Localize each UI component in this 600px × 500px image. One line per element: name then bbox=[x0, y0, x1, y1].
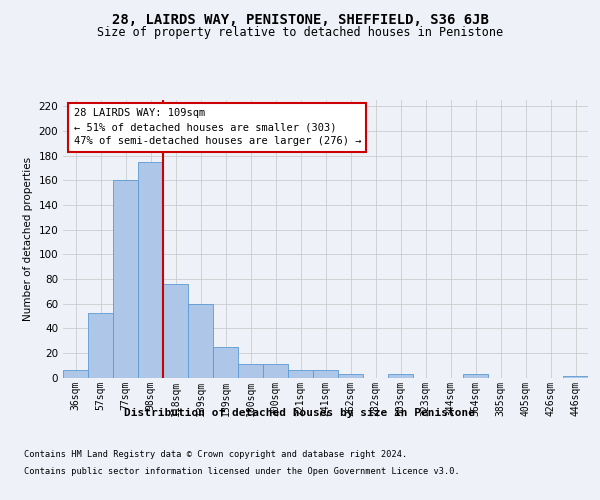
Text: Distribution of detached houses by size in Penistone: Distribution of detached houses by size … bbox=[125, 408, 476, 418]
Bar bbox=[263, 364, 288, 378]
Bar bbox=[63, 370, 88, 378]
Bar bbox=[88, 314, 113, 378]
Bar bbox=[313, 370, 338, 378]
Bar bbox=[113, 180, 138, 378]
Bar bbox=[338, 374, 363, 378]
Text: Size of property relative to detached houses in Penistone: Size of property relative to detached ho… bbox=[97, 26, 503, 39]
Text: Contains public sector information licensed under the Open Government Licence v3: Contains public sector information licen… bbox=[24, 468, 460, 476]
Text: 28, LAIRDS WAY, PENISTONE, SHEFFIELD, S36 6JB: 28, LAIRDS WAY, PENISTONE, SHEFFIELD, S3… bbox=[112, 12, 488, 26]
Bar bbox=[138, 162, 163, 378]
Bar bbox=[163, 284, 188, 378]
Bar bbox=[288, 370, 313, 378]
Bar bbox=[463, 374, 488, 378]
Bar bbox=[188, 304, 213, 378]
Bar bbox=[388, 374, 413, 378]
Y-axis label: Number of detached properties: Number of detached properties bbox=[23, 156, 33, 321]
Bar bbox=[563, 376, 588, 378]
Bar bbox=[238, 364, 263, 378]
Bar bbox=[213, 346, 238, 378]
Text: 28 LAIRDS WAY: 109sqm
← 51% of detached houses are smaller (303)
47% of semi-det: 28 LAIRDS WAY: 109sqm ← 51% of detached … bbox=[74, 108, 361, 146]
Text: Contains HM Land Registry data © Crown copyright and database right 2024.: Contains HM Land Registry data © Crown c… bbox=[24, 450, 407, 459]
